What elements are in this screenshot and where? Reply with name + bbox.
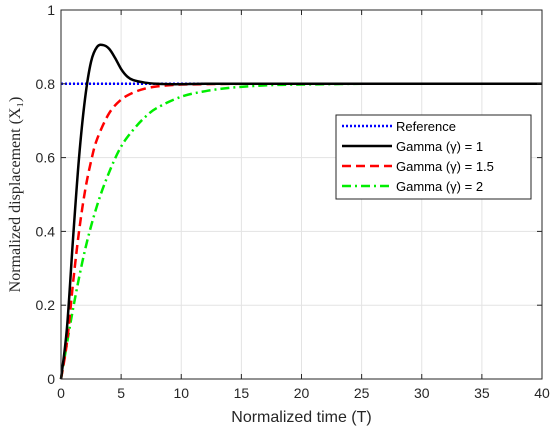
x-tick-label: 40 bbox=[534, 385, 550, 401]
y-tick-label: 0.6 bbox=[36, 150, 56, 166]
x-tick-label: 30 bbox=[414, 385, 430, 401]
y-tick-label: 0.8 bbox=[36, 76, 56, 92]
legend: Reference Gamma (γ) = 1 Gamma (γ) = 1.5 Gam… bbox=[335, 114, 532, 200]
x-tick-label: 5 bbox=[117, 385, 125, 401]
x-tick-label: 25 bbox=[354, 385, 370, 401]
legend-entry-label: Reference bbox=[396, 119, 456, 134]
x-axis-label: Normalized time (T) bbox=[231, 409, 371, 426]
series-layer bbox=[59, 43, 542, 380]
y-tick-label: 0.4 bbox=[36, 223, 56, 239]
y-axis-label: Normalized displacement (X₁) bbox=[7, 97, 24, 293]
legend-entry-label: Gamma (γ) = 1 bbox=[396, 139, 483, 154]
legend-entry-label: Gamma (γ) = 1.5 bbox=[396, 159, 494, 174]
x-tick-label: 20 bbox=[294, 385, 310, 401]
x-tick-label: 15 bbox=[234, 385, 250, 401]
x-tick-label: 35 bbox=[474, 385, 490, 401]
x-tick-label: 10 bbox=[173, 385, 189, 401]
y-axis-ticks: 0 0.2 0.4 0.6 0.8 1 bbox=[36, 2, 542, 387]
y-tick-label: 0.2 bbox=[36, 297, 56, 313]
legend-entry-label: Gamma (γ) = 2 bbox=[396, 179, 483, 194]
y-tick-label: 1 bbox=[47, 2, 55, 18]
x-axis-ticks: 0 5 10 15 20 25 30 35 40 bbox=[57, 10, 550, 401]
series-line-gamma-1 bbox=[59, 43, 542, 380]
y-tick-label: 0 bbox=[47, 371, 55, 387]
x-tick-label: 0 bbox=[57, 385, 65, 401]
